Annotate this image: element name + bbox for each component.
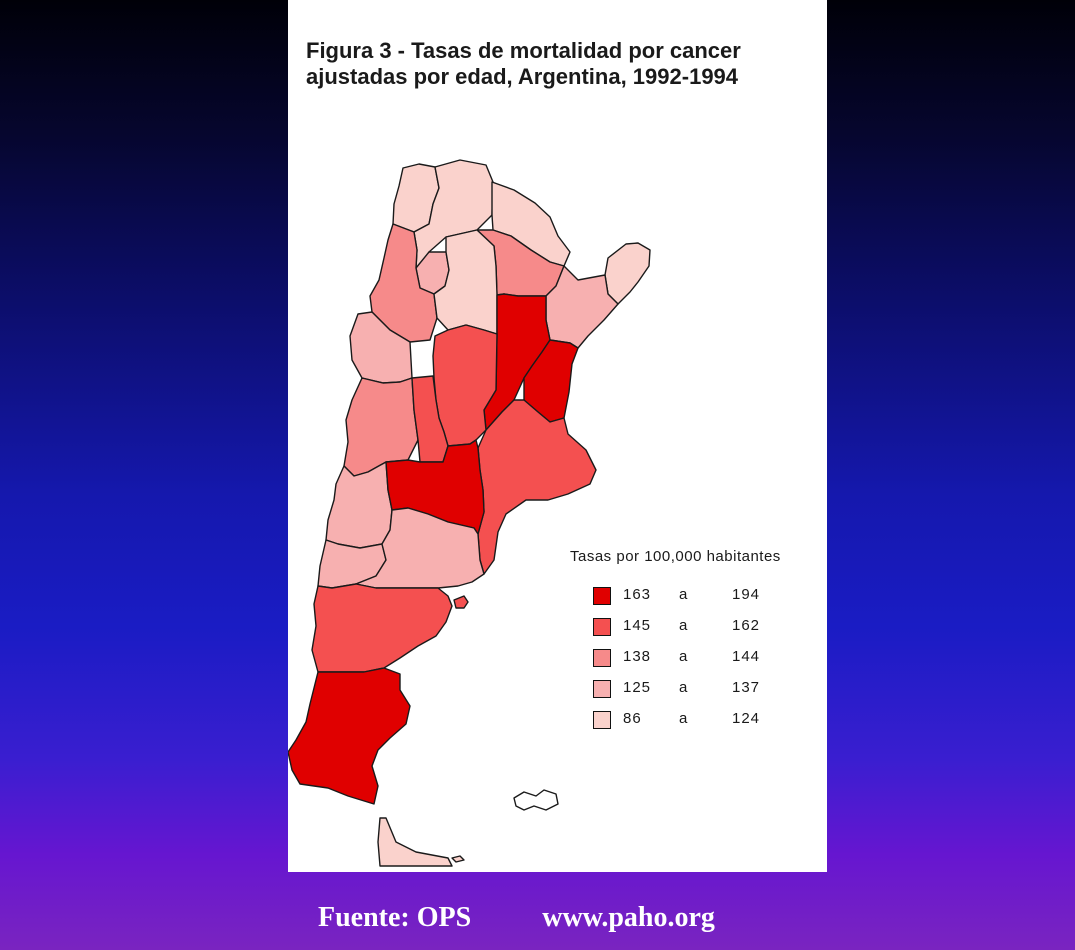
legend-swatch-2	[593, 618, 611, 636]
legend-low-2: 145	[623, 617, 652, 634]
region-mendoza	[325, 461, 393, 549]
legend-high-1: 194	[732, 586, 761, 603]
legend-high-3: 144	[732, 648, 761, 665]
legend-high-5: 124	[732, 710, 761, 727]
region-staten-island	[451, 855, 465, 863]
figure-title: Figura 3 - Tasas de mortalidad por cance…	[306, 38, 816, 90]
legend-swatch-5	[593, 711, 611, 729]
region-islas-malvinas	[513, 789, 559, 811]
legend-row-4: 125 a 137	[570, 679, 810, 711]
legend-row-1: 163 a 194	[570, 586, 810, 618]
legend-sep-1: a	[679, 586, 689, 603]
slide-footer: Fuente: OPS www.paho.org	[318, 902, 715, 934]
legend-title: Tasas por 100,000 habitantes	[570, 548, 781, 565]
legend-high-4: 137	[732, 679, 761, 696]
legend-low-1: 163	[623, 586, 652, 603]
legend-low-5: 86	[623, 710, 642, 727]
legend-high-2: 162	[732, 617, 761, 634]
legend-sep-5: a	[679, 710, 689, 727]
region-chubut	[311, 583, 453, 673]
legend-sep-3: a	[679, 648, 689, 665]
region-tierra-del-fuego	[377, 817, 453, 867]
legend-row-3: 138 a 144	[570, 648, 810, 680]
region-misiones	[604, 242, 651, 305]
region-catamarca	[369, 223, 438, 343]
region-peninsula-valdes	[453, 595, 469, 609]
figure-title-line-2: ajustadas por edad, Argentina, 1992-1994	[306, 64, 739, 89]
figure-panel: Figura 3 - Tasas de mortalidad por cance…	[288, 0, 827, 872]
region-santa-cruz	[288, 667, 411, 805]
legend-swatch-4	[593, 680, 611, 698]
footer-url-link[interactable]: www.paho.org	[542, 902, 715, 933]
legend-row-5: 86 a 124	[570, 710, 810, 742]
legend-sep-4: a	[679, 679, 689, 696]
legend-low-4: 125	[623, 679, 652, 696]
legend-swatch-3	[593, 649, 611, 667]
argentina-map	[288, 159, 651, 867]
legend-swatch-1	[593, 587, 611, 605]
legend-row-2: 145 a 162	[570, 617, 810, 649]
legend-sep-2: a	[679, 617, 689, 634]
map-legend: Tasas por 100,000 habitantes 163 a 194 1…	[570, 548, 810, 742]
figure-title-line-1: Figura 3 - Tasas de mortalidad por cance…	[306, 38, 741, 63]
footer-source: Fuente: OPS	[318, 902, 472, 933]
legend-low-3: 138	[623, 648, 652, 665]
